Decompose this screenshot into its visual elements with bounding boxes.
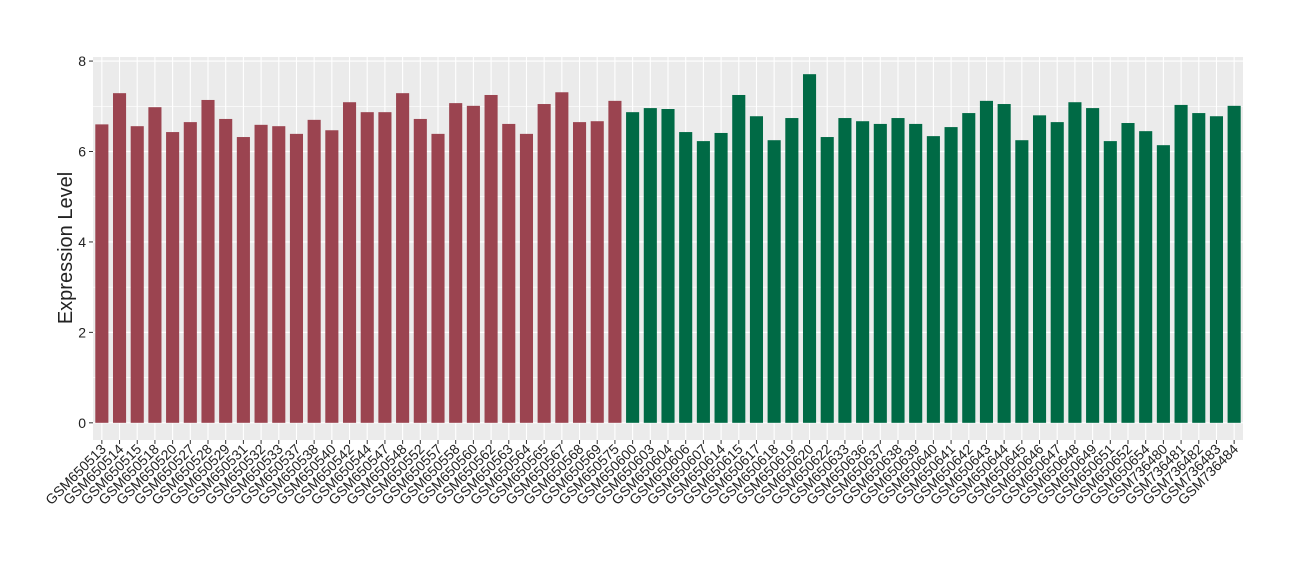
bar: [166, 132, 180, 423]
bar: [519, 133, 534, 423]
bar: [236, 137, 250, 423]
bar: [112, 93, 127, 423]
y-tick-label: 6: [78, 144, 86, 160]
bar: [555, 92, 569, 423]
bar: [590, 121, 604, 423]
bar: [873, 123, 887, 423]
bar: [1032, 115, 1047, 423]
bar: [608, 100, 622, 423]
bar: [1174, 104, 1188, 423]
bar: [802, 74, 817, 423]
bar: [979, 100, 994, 423]
bar: [1156, 145, 1170, 423]
bar: [360, 112, 374, 423]
bar: [891, 118, 905, 423]
y-axis-label: Expression Level: [55, 172, 77, 324]
bar: [820, 137, 834, 423]
bar: [696, 141, 710, 423]
bar: [342, 102, 357, 423]
bar: [396, 93, 410, 423]
bar: [272, 126, 286, 423]
bar: [413, 118, 427, 423]
bar: [785, 118, 799, 423]
bar: [997, 104, 1011, 423]
bar: [289, 133, 304, 423]
bar: [909, 123, 923, 423]
bar: [1139, 131, 1153, 423]
bar: [661, 109, 675, 423]
bar: [1227, 105, 1241, 423]
bar: [502, 123, 516, 423]
bar: [307, 119, 321, 423]
bar: [325, 130, 339, 423]
bar: [130, 126, 144, 423]
bar: [1103, 141, 1117, 423]
bar: [1050, 122, 1064, 423]
bar: [1121, 123, 1135, 423]
bar: [183, 122, 197, 423]
bar: [856, 121, 870, 423]
bar: [643, 108, 657, 423]
bar: [484, 94, 498, 423]
bar: [219, 118, 233, 423]
bar: [431, 133, 445, 423]
bar: [732, 94, 746, 423]
bar: [626, 112, 640, 423]
bar: [749, 116, 764, 423]
bar: [254, 124, 268, 423]
bar: [838, 118, 852, 423]
bar: [962, 113, 976, 423]
bar: [1015, 140, 1029, 423]
bar: [767, 140, 781, 423]
bar: [1086, 108, 1100, 423]
bar: [572, 122, 587, 423]
bar: [1068, 102, 1082, 423]
bar: [926, 136, 940, 423]
y-tick-label: 0: [78, 415, 86, 431]
bar: [679, 132, 693, 423]
bar: [449, 103, 463, 423]
bar: [944, 127, 958, 423]
y-tick-label: 4: [78, 234, 86, 250]
bar: [466, 105, 480, 423]
bar: [148, 107, 162, 423]
bar: [201, 99, 215, 423]
bar: [537, 104, 551, 423]
bar: [1209, 116, 1224, 423]
y-tick-label: 2: [78, 324, 86, 340]
bar: [95, 124, 109, 423]
y-tick-label: 8: [78, 53, 86, 69]
bar: [378, 112, 392, 423]
bar: [1192, 113, 1206, 423]
bar: [714, 132, 728, 423]
